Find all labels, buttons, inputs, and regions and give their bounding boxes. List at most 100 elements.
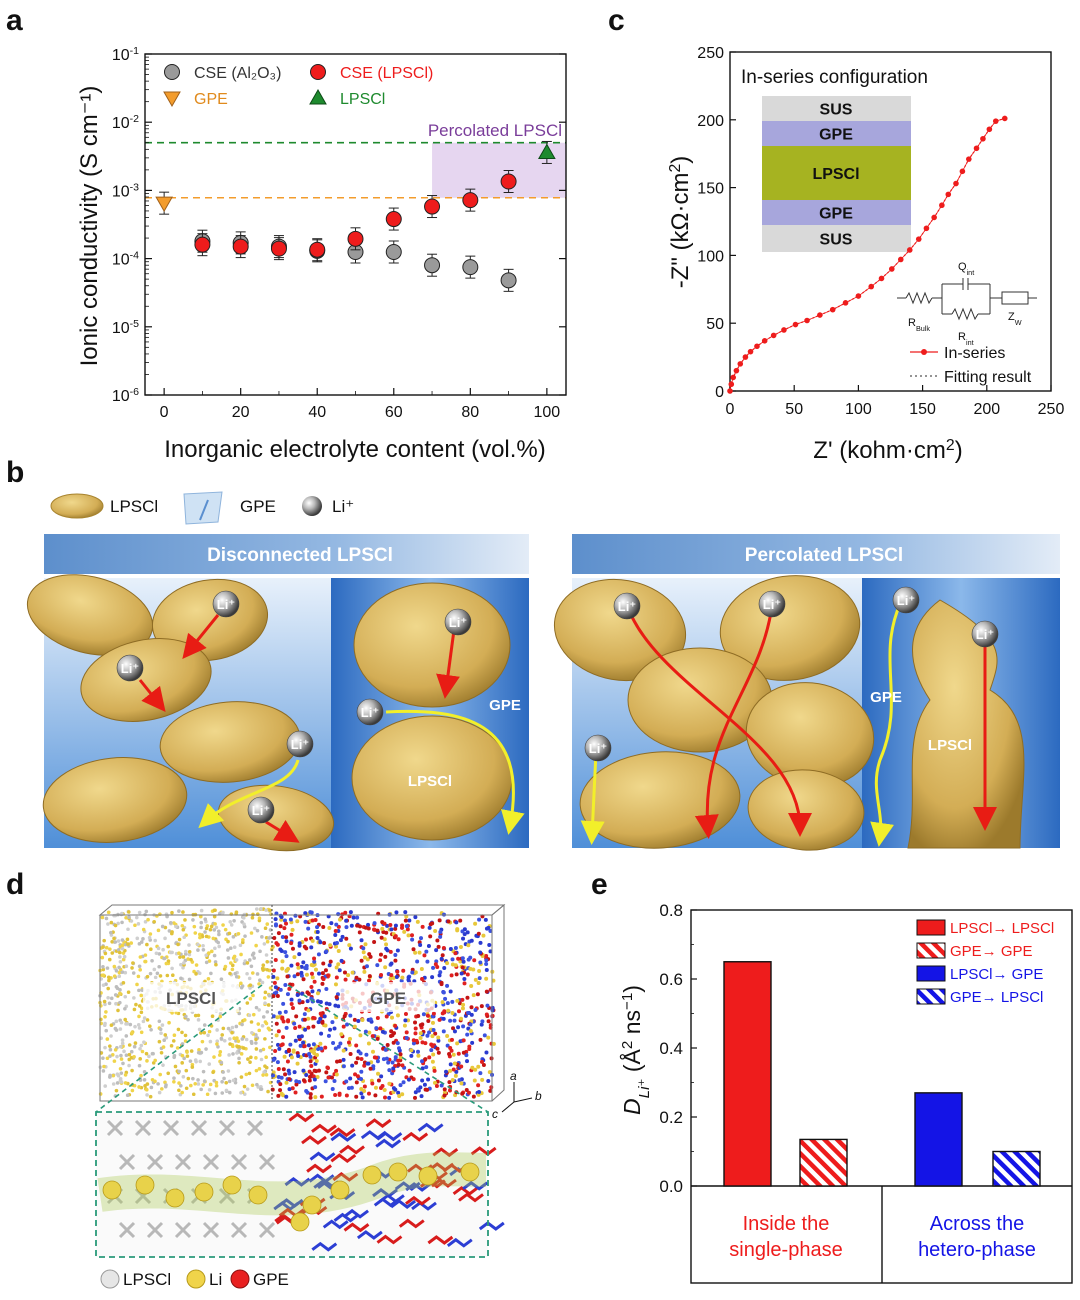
atom [143, 953, 148, 957]
atom [296, 965, 301, 970]
atom [359, 1087, 364, 1092]
atom [333, 1003, 338, 1008]
atom [258, 949, 262, 954]
atom [477, 968, 482, 973]
gpe-label-right: GPE [870, 689, 902, 706]
atom [323, 1023, 328, 1028]
atom [139, 1043, 144, 1048]
atom [240, 1022, 244, 1027]
atom [221, 1026, 226, 1031]
atom [439, 1083, 444, 1088]
atom [171, 973, 175, 977]
atom [310, 989, 315, 994]
atom [362, 969, 367, 974]
atom [459, 971, 464, 976]
atom [295, 962, 300, 967]
atom [461, 1024, 466, 1029]
in-series-point [733, 367, 740, 374]
atom [473, 1007, 478, 1012]
atom [431, 1052, 436, 1057]
atom [421, 1012, 426, 1017]
atom [113, 923, 118, 928]
atom [222, 1076, 226, 1081]
atom [322, 1014, 327, 1019]
atom [333, 1092, 338, 1097]
atom [104, 945, 109, 950]
legend-lpscl-label: LPSCl [110, 497, 158, 516]
atom [260, 1023, 265, 1028]
atom [260, 980, 265, 985]
lpscl-unit [202, 1153, 220, 1171]
atom [355, 915, 360, 920]
legend-label-3: LPSCl [340, 91, 385, 108]
atom [274, 1021, 279, 1026]
atom [132, 1044, 137, 1049]
bar-gpe-lpscl [992, 1150, 1041, 1187]
atom [303, 1027, 308, 1032]
atom [201, 947, 206, 952]
atom [188, 1059, 193, 1063]
li-ion: Li⁺ [892, 586, 920, 614]
atom [450, 999, 455, 1004]
legend-gpe-label: GPE [240, 497, 276, 516]
gpe-chain [378, 1193, 405, 1204]
atom [126, 927, 130, 932]
atom [335, 1059, 340, 1064]
atom [326, 1033, 331, 1038]
atom [354, 1043, 359, 1048]
atom [270, 1087, 275, 1092]
atom [135, 982, 139, 987]
atom [435, 1046, 440, 1051]
atom [164, 1035, 169, 1040]
lpscl-particle-body [26, 574, 154, 656]
atom [366, 1041, 371, 1046]
atom [119, 1057, 124, 1061]
atom [224, 1088, 229, 1093]
atom [115, 1054, 119, 1059]
atom [198, 935, 202, 940]
atom [434, 948, 439, 953]
atom [387, 1081, 392, 1086]
legend-label-1: GPE→ GPE [950, 943, 1033, 960]
atom [310, 975, 315, 980]
atom [153, 975, 158, 980]
atom [306, 926, 311, 931]
atom [387, 1068, 392, 1073]
atom [196, 1050, 201, 1055]
atom [116, 1073, 121, 1078]
atom [196, 942, 200, 947]
atom [445, 1043, 450, 1048]
atom [231, 956, 236, 960]
atom [207, 1029, 212, 1034]
atom [427, 1030, 432, 1035]
atom [104, 1010, 108, 1014]
li-atom [222, 1175, 242, 1195]
li-atom [362, 1165, 382, 1185]
atom [138, 955, 143, 959]
atom [203, 930, 207, 934]
atom [359, 938, 364, 943]
atom [344, 1079, 349, 1084]
atom [222, 1038, 227, 1043]
lpscl-unit [118, 1221, 136, 1239]
atom [158, 1027, 163, 1032]
atom [109, 1034, 113, 1038]
atom [274, 911, 279, 916]
atom [111, 1082, 116, 1086]
atom [291, 1049, 296, 1054]
in-series-point [804, 317, 810, 324]
atom [355, 923, 360, 928]
atom [316, 952, 321, 957]
atom [263, 926, 268, 930]
atom [399, 978, 404, 983]
atom [357, 977, 362, 982]
atom [221, 1070, 225, 1074]
atom [180, 1030, 184, 1035]
atom [273, 958, 278, 963]
atom [331, 1040, 336, 1045]
atom [256, 1022, 261, 1026]
atom [413, 950, 418, 955]
atom [183, 918, 187, 922]
atom [425, 1087, 430, 1092]
